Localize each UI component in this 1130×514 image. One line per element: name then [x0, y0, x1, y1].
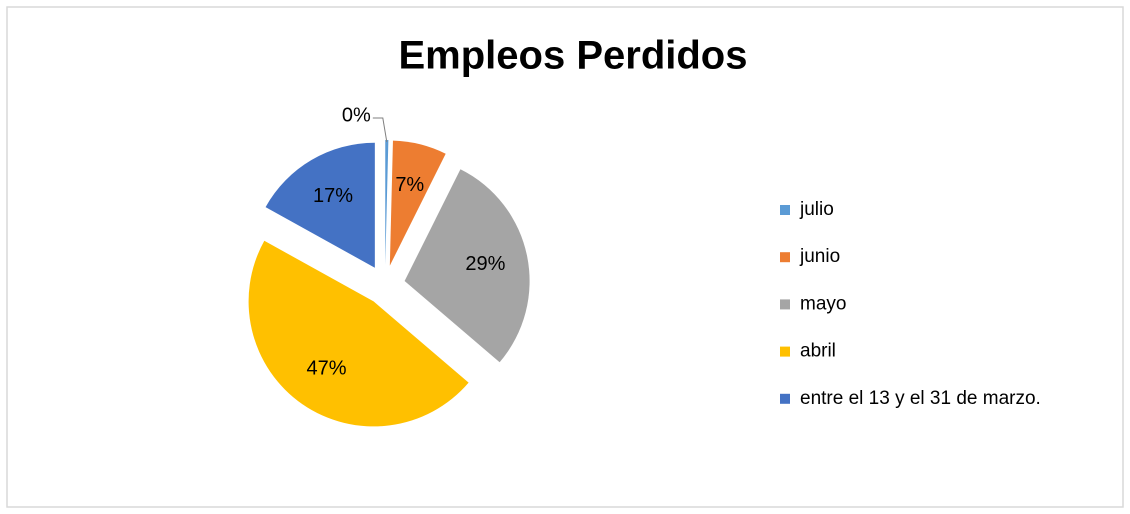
data-label: 7% — [395, 174, 424, 196]
data-label: 47% — [307, 357, 347, 379]
legend-swatch — [780, 346, 790, 357]
pie-slice — [265, 142, 375, 268]
legend-label: junio — [799, 246, 840, 267]
pie-slice — [404, 169, 530, 363]
chart-frame — [6, 6, 1124, 508]
legend-label: entre el 13 y el 31 de marzo. — [800, 388, 1041, 409]
legend-label: abril — [800, 341, 836, 362]
legend-swatch — [780, 252, 790, 263]
legend-swatch — [780, 205, 790, 215]
legend-swatch — [780, 393, 790, 404]
legend-label: julio — [799, 199, 834, 220]
data-label: 17% — [313, 185, 353, 207]
pie-slice — [385, 140, 389, 266]
legend-swatch — [780, 299, 790, 310]
chart-title: Empleos Perdidos — [399, 34, 748, 78]
legend-label: mayo — [800, 293, 846, 314]
data-label: 0% — [342, 104, 371, 126]
data-label: 29% — [465, 253, 505, 275]
pie-slice — [389, 140, 446, 266]
leader-line — [372, 117, 388, 143]
pie-slice — [248, 240, 469, 427]
